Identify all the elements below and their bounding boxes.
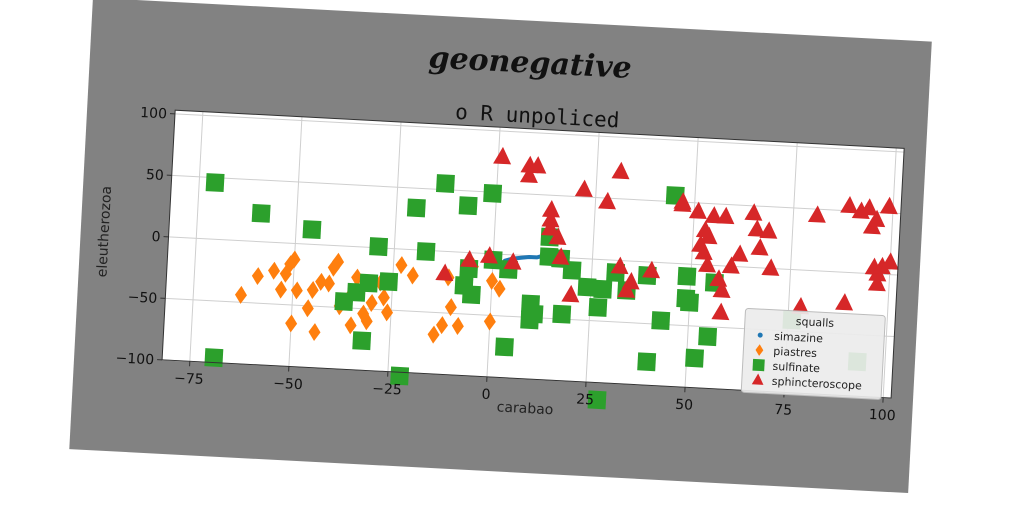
sulfinate-point: [593, 280, 612, 299]
sulfinate-point: [407, 198, 426, 217]
sulfinate-point: [637, 352, 656, 371]
y-tick-label: −100: [115, 350, 154, 368]
x-tick-label: −75: [174, 370, 204, 388]
legend: squallssimazinepiastressulfinatesphincte…: [741, 308, 885, 399]
legend-label-sulfinate: sulfinate: [772, 360, 820, 375]
x-tick-label: 50: [675, 397, 694, 414]
sulfinate-point: [495, 337, 514, 356]
sulfinate-point: [462, 285, 481, 304]
x-tick-label: −25: [372, 381, 402, 399]
x-tick-label: 25: [576, 392, 595, 409]
legend-title: squalls: [795, 315, 834, 330]
sulfinate-point: [369, 237, 388, 256]
y-tick-label: −50: [127, 289, 157, 307]
y-tick-label: 100: [140, 105, 168, 122]
sulfinate-point: [552, 305, 571, 324]
legend-marker-shape: [752, 359, 764, 371]
sulfinate-point: [302, 220, 321, 239]
sulfinate-point: [685, 349, 704, 368]
sulfinate-point: [677, 267, 696, 286]
sulfinate-point: [379, 272, 398, 291]
sulfinate-point: [252, 204, 271, 223]
sulfinate-point: [436, 174, 455, 193]
x-tick-label: −50: [273, 376, 303, 394]
sulfinate-point: [206, 173, 225, 192]
sulfinate-point: [204, 348, 223, 367]
x-tick-label: 0: [481, 387, 491, 403]
sulfinate-point: [483, 184, 502, 203]
x-axis-label: carabao: [496, 399, 553, 418]
sulfinate-point: [680, 293, 699, 312]
y-tick-label: 0: [151, 229, 161, 245]
legend-label-piastres: piastres: [773, 345, 817, 360]
legend-marker-sulfinate: [752, 359, 764, 371]
sulfinate-point: [588, 298, 607, 317]
x-tick-label: 100: [868, 407, 896, 424]
x-tick-label: 75: [774, 402, 793, 419]
legend-label-simazine: simazine: [774, 330, 824, 346]
sulfinate-point: [352, 331, 371, 350]
y-tick-label: 50: [145, 167, 164, 184]
sulfinate-point: [459, 196, 478, 215]
sulfinate-point: [525, 304, 544, 323]
sulfinate-point: [359, 274, 378, 293]
sulfinate-point: [698, 327, 717, 346]
sulfinate-point: [417, 242, 436, 261]
sulfinate-point: [651, 311, 670, 330]
